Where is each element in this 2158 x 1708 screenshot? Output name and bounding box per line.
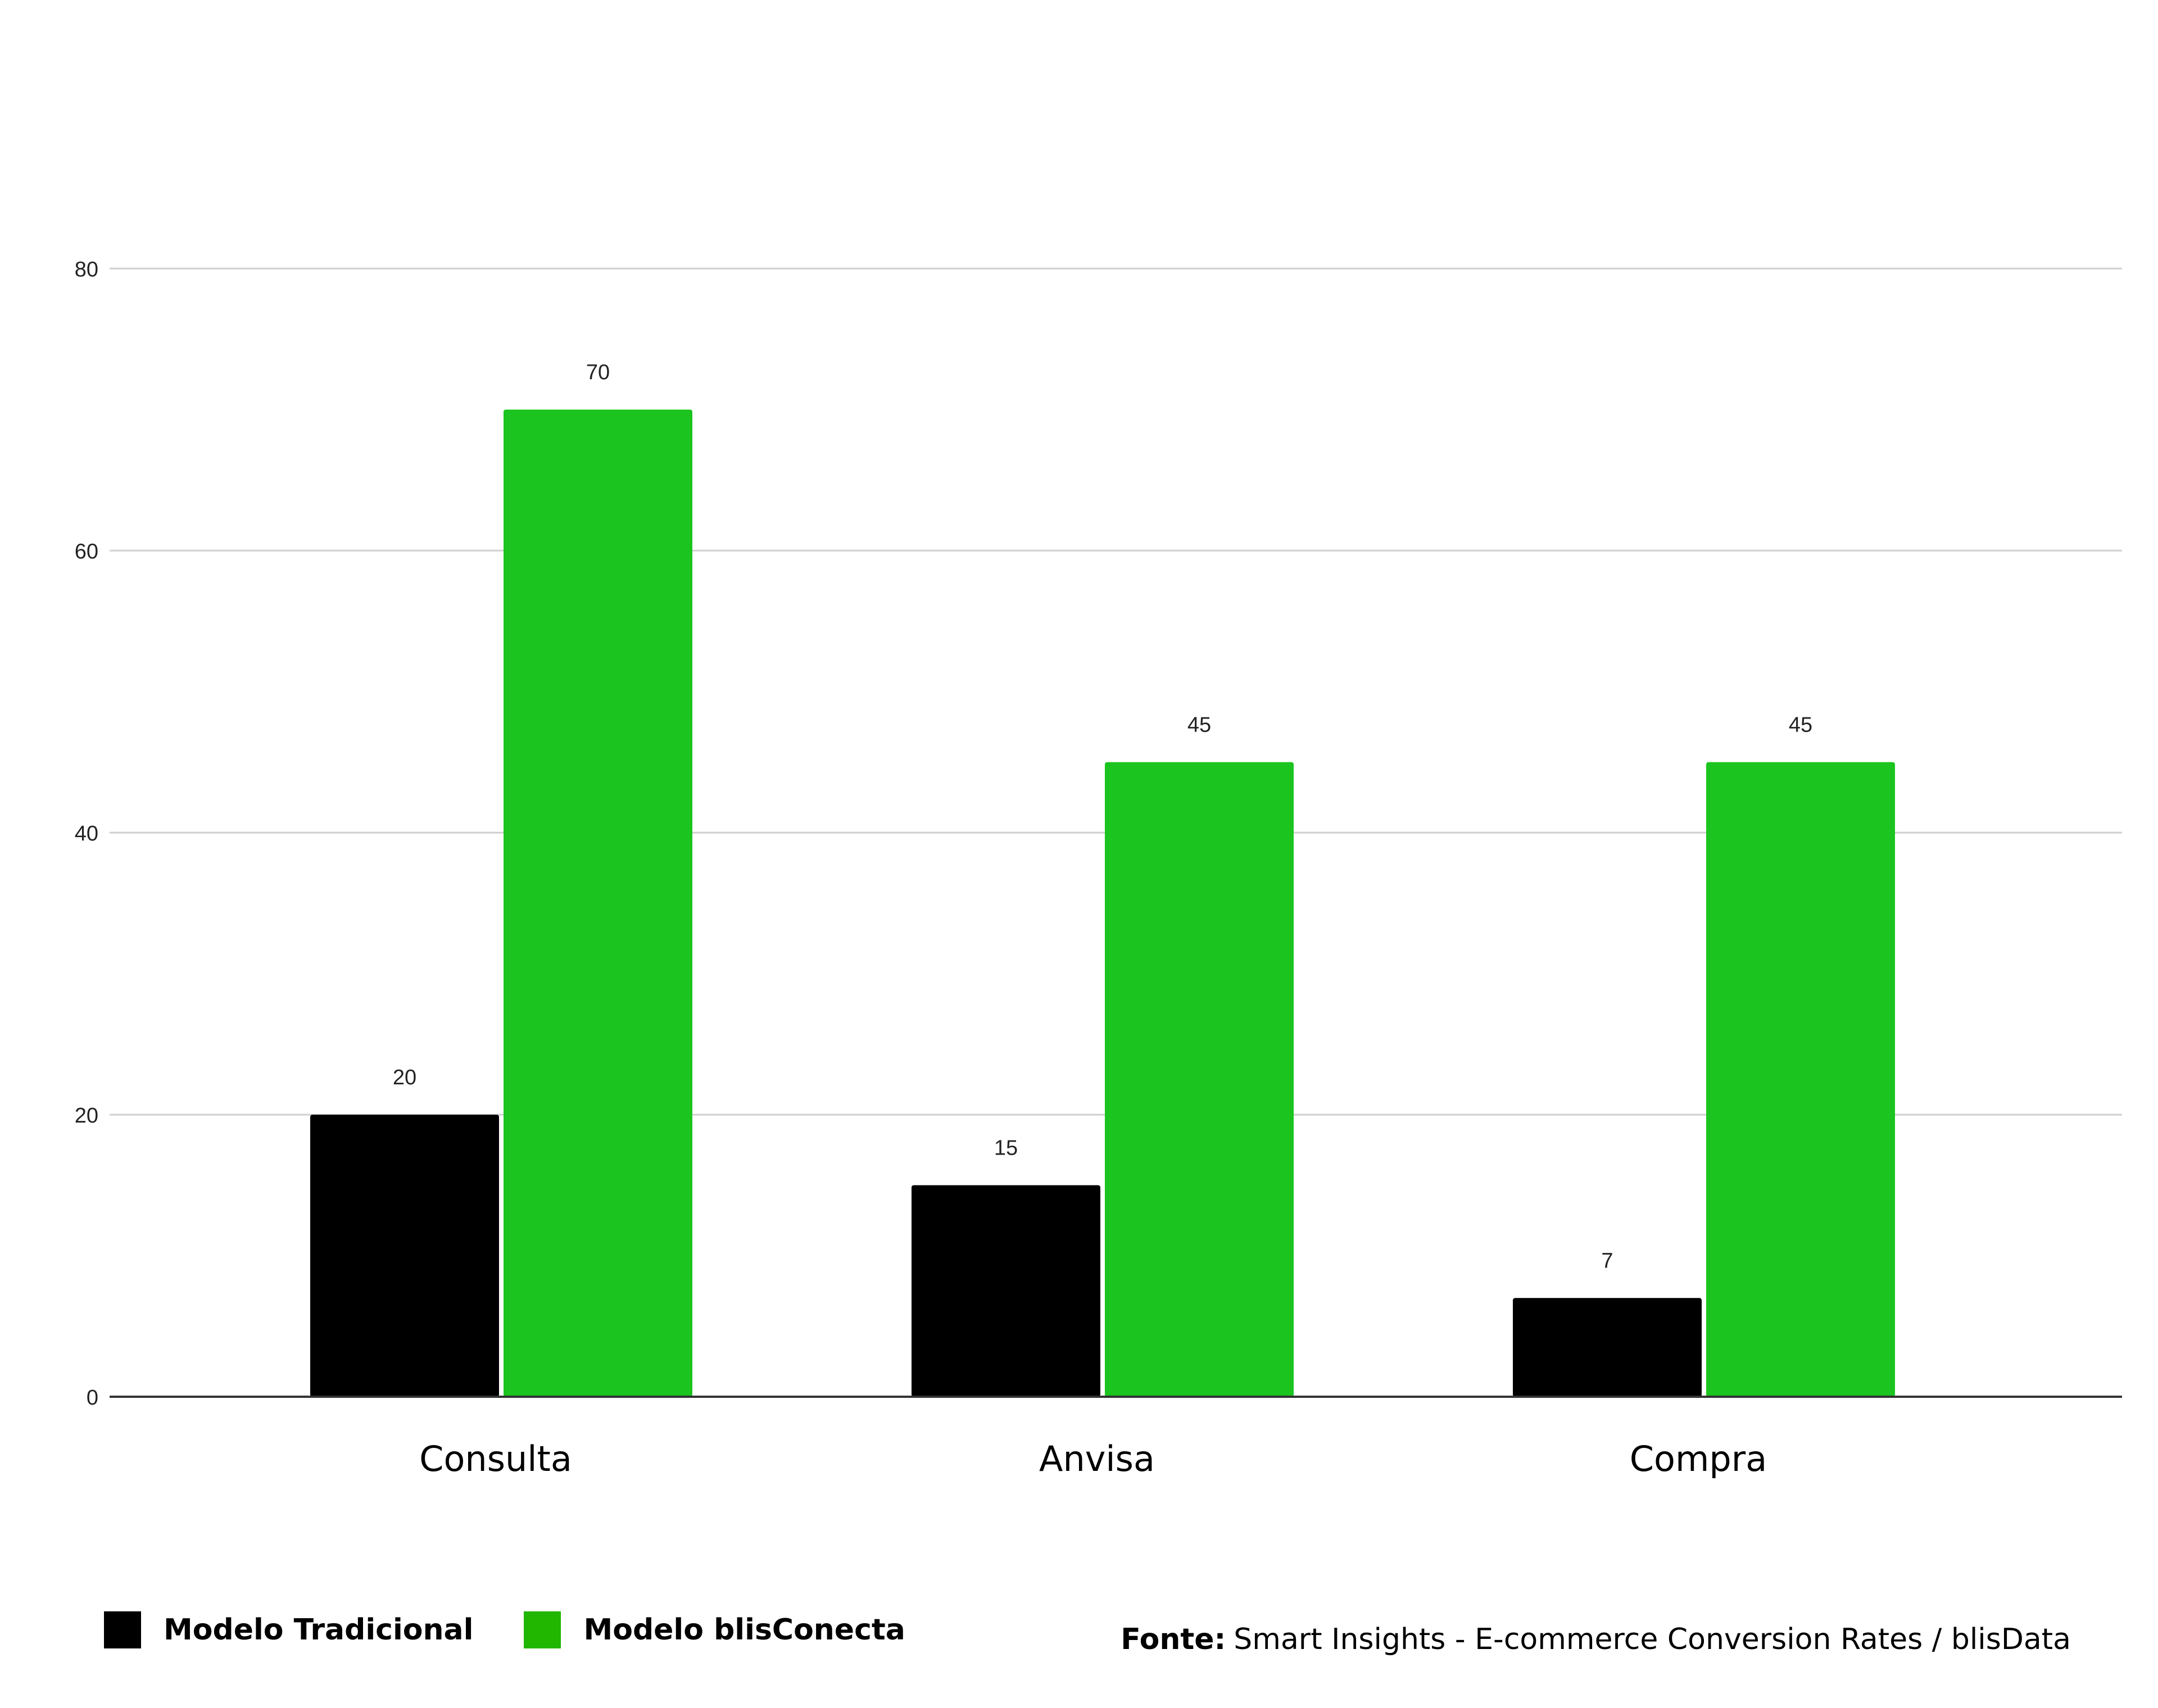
y-tick-label-20: 20 <box>75 1104 98 1128</box>
data-label-modelo-tradicional-compra: 7 <box>1601 1249 1613 1273</box>
legend-swatch-modelo-blisconecta <box>524 1611 561 1648</box>
data-label-modelo-blisconecta-compra: 45 <box>1789 714 1812 737</box>
x-tick-label-anvisa: Anvisa <box>1039 1438 1155 1479</box>
legend-item-modelo-tradicional: Modelo Tradicional <box>104 1611 473 1648</box>
x-tick-label-compra: Compra <box>1630 1438 1767 1479</box>
data-label-modelo-tradicional-consulta: 20 <box>393 1066 416 1089</box>
data-label-modelo-blisconecta-anvisa: 45 <box>1187 714 1211 737</box>
source-label: Fonte: <box>1121 1623 1226 1656</box>
y-tick-label-40: 40 <box>75 822 98 846</box>
x-tick-label-consulta: Consulta <box>419 1438 572 1479</box>
data-label-modelo-tradicional-anvisa: 15 <box>994 1137 1018 1160</box>
legend-label-modelo-tradicional: Modelo Tradicional <box>164 1613 474 1647</box>
bar-modelo-blisconecta-compra <box>1706 762 1895 1397</box>
bar-chart: 0 20 40 60 80 20 70 Consulta 15 45 Anvisa 7 45 Compra <box>75 258 2122 1479</box>
source-text: Smart Insights - E-commerce Conversion R… <box>1234 1623 2071 1656</box>
bar-modelo-blisconecta-consulta <box>504 410 692 1397</box>
y-tick-label-0: 0 <box>87 1386 98 1410</box>
legend-swatch-modelo-tradicional <box>104 1611 141 1648</box>
y-tick-label-80: 80 <box>75 258 98 281</box>
bar-modelo-tradicional-anvisa <box>912 1185 1100 1397</box>
source-note: Fonte: Smart Insights - E-commerce Conver… <box>1121 1623 2071 1656</box>
bar-modelo-tradicional-consulta <box>310 1115 499 1397</box>
legend-label-modelo-blisconecta: Modelo blisConecta <box>583 1613 905 1647</box>
y-tick-label-60: 60 <box>75 540 98 564</box>
bar-modelo-blisconecta-anvisa <box>1105 762 1294 1397</box>
legend: Modelo Tradicional Modelo blisConecta <box>104 1611 956 1648</box>
legend-item-modelo-blisconecta: Modelo blisConecta <box>524 1611 905 1648</box>
bar-modelo-tradicional-compra <box>1513 1298 1702 1397</box>
data-label-modelo-blisconecta-consulta: 70 <box>586 361 610 384</box>
